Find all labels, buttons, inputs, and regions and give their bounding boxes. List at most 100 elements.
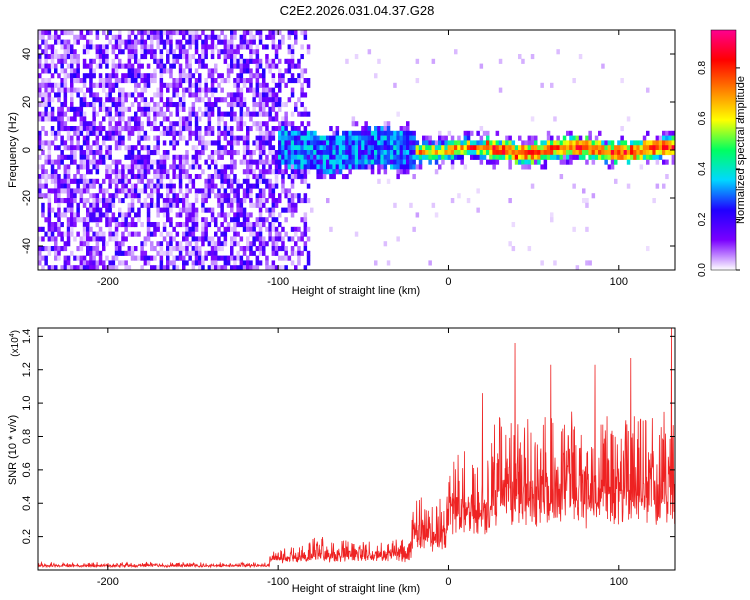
heatmap-cell (351, 154, 356, 160)
heatmap-cell (76, 73, 80, 79)
heatmap-cell (143, 130, 148, 136)
heatmap-cell (306, 82, 311, 88)
heatmap-cell (236, 135, 240, 141)
heatmap-cell (306, 250, 311, 256)
heatmap-cell (249, 30, 253, 36)
heatmap-cell (169, 126, 173, 132)
heatmap-cell (642, 150, 647, 156)
heatmap-cell (268, 207, 272, 213)
heatmap-cell (82, 159, 87, 165)
heatmap-cell (130, 217, 135, 223)
heatmap-cell (242, 260, 247, 266)
heatmap-cell (50, 73, 55, 79)
heatmap-cell (214, 164, 218, 170)
heatmap-cell (300, 198, 304, 204)
heatmap-cell (159, 159, 164, 165)
heatmap-cell (156, 222, 160, 228)
heatmap-cell (73, 217, 77, 223)
heatmap-cell (303, 212, 308, 218)
heatmap-cell (207, 102, 212, 108)
heatmap-cell (70, 116, 74, 122)
heatmap-cell (175, 164, 180, 170)
heatmap-cell (258, 217, 263, 223)
heatmap-cell (188, 68, 192, 74)
heatmap-cell (297, 250, 301, 256)
heatmap-cell (111, 212, 116, 218)
heatmap-cell (70, 58, 74, 64)
heatmap-cell (121, 188, 125, 194)
heatmap-cell (511, 222, 516, 228)
y-tick-label: 40 (21, 48, 33, 60)
heatmap-cell (214, 265, 218, 270)
heatmap-cell (639, 164, 644, 170)
heatmap-cell (47, 111, 52, 117)
heatmap-cell (172, 78, 176, 84)
heatmap-cell (191, 39, 196, 45)
heatmap-cell (274, 202, 279, 208)
heatmap-cell (124, 217, 128, 223)
heatmap-cell (124, 164, 128, 170)
heatmap-cell (207, 183, 212, 189)
heatmap-cell (242, 102, 247, 108)
heatmap-cell (207, 207, 212, 213)
heatmap-cell (444, 140, 448, 146)
heatmap-cell (60, 135, 64, 141)
heatmap-cell (108, 111, 112, 117)
heatmap-cell (521, 145, 525, 151)
heatmap-cell (118, 121, 122, 127)
heatmap-cell (386, 150, 391, 156)
heatmap-cell (130, 150, 135, 156)
heatmap-cell (124, 193, 128, 199)
heatmap-cell (281, 174, 285, 180)
heatmap-cell (588, 150, 592, 156)
heatmap-cell (482, 140, 487, 146)
heatmap-cell (460, 150, 464, 156)
heatmap-cell (146, 44, 151, 50)
heatmap-cell (338, 159, 343, 165)
heatmap-cell (297, 111, 301, 117)
heatmap-cell (230, 63, 234, 69)
heatmap-cell (201, 30, 205, 36)
heatmap-cell (230, 202, 234, 208)
heatmap-cell (41, 39, 45, 45)
heatmap-cell (540, 82, 544, 88)
heatmap-cell (319, 174, 324, 180)
heatmap-cell (159, 54, 164, 60)
heatmap-cell (322, 150, 327, 156)
heatmap-cell (102, 116, 106, 122)
heatmap-cell (386, 121, 391, 127)
heatmap-cell (505, 140, 509, 146)
heatmap-cell (105, 34, 109, 40)
heatmap-cell (108, 198, 112, 204)
heatmap-cell (649, 145, 653, 151)
heatmap-cell (76, 255, 80, 261)
heatmap-cell (223, 198, 228, 204)
heatmap-cell (182, 49, 186, 55)
heatmap-cell (287, 58, 292, 64)
heatmap-cell (607, 164, 612, 170)
heatmap-cell (207, 236, 212, 242)
heatmap-cell (194, 58, 199, 64)
heatmap-cell (607, 140, 612, 146)
heatmap-cell (268, 135, 272, 141)
heatmap-cell (102, 154, 106, 160)
heatmap-cell (188, 135, 192, 141)
heatmap-cell (92, 250, 96, 256)
heatmap-cell (489, 154, 493, 160)
heatmap-cell (121, 73, 125, 79)
heatmap-cell (140, 145, 144, 151)
heatmap-cell (57, 217, 61, 223)
heatmap-cell (204, 226, 208, 232)
heatmap-cell (70, 150, 74, 156)
heatmap-cell (185, 231, 189, 237)
heatmap-cell (386, 145, 391, 151)
heatmap-cell (47, 188, 52, 194)
heatmap-cell (294, 241, 298, 247)
heatmap-cell (300, 231, 304, 237)
heatmap-cell (300, 92, 304, 98)
heatmap-cell (223, 130, 228, 136)
heatmap-cell (626, 154, 631, 160)
heatmap-cell (210, 159, 215, 165)
heatmap-cell (393, 202, 397, 208)
heatmap-cell (98, 58, 103, 64)
